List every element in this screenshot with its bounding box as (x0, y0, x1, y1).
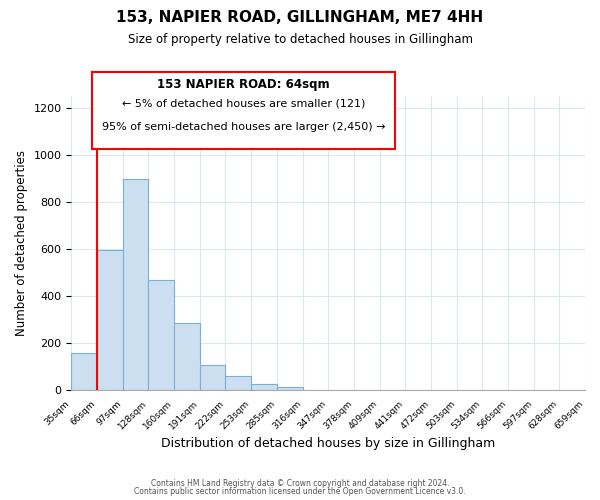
Bar (71, 353, 97, 390)
Bar (226, 376, 251, 390)
Bar (251, 384, 277, 390)
Text: 153 NAPIER ROAD: 64sqm: 153 NAPIER ROAD: 64sqm (157, 78, 330, 91)
Text: Size of property relative to detached houses in Gillingham: Size of property relative to detached ho… (128, 32, 473, 46)
Y-axis label: Number of detached properties: Number of detached properties (15, 150, 28, 336)
Bar (123, 179, 148, 390)
Text: Contains HM Land Registry data © Crown copyright and database right 2024.: Contains HM Land Registry data © Crown c… (151, 478, 449, 488)
X-axis label: Distribution of detached houses by size in Gillingham: Distribution of detached houses by size … (161, 437, 496, 450)
Bar (200, 365, 226, 390)
FancyBboxPatch shape (92, 72, 395, 148)
Bar (277, 388, 302, 390)
Text: 153, NAPIER ROAD, GILLINGHAM, ME7 4HH: 153, NAPIER ROAD, GILLINGHAM, ME7 4HH (116, 10, 484, 25)
Text: ← 5% of detached houses are smaller (121): ← 5% of detached houses are smaller (121… (122, 98, 365, 108)
Bar (97, 250, 123, 390)
Text: 95% of semi-detached houses are larger (2,450) →: 95% of semi-detached houses are larger (… (102, 122, 385, 132)
Bar (174, 322, 200, 390)
Bar (148, 280, 174, 390)
Text: Contains public sector information licensed under the Open Government Licence v3: Contains public sector information licen… (134, 487, 466, 496)
